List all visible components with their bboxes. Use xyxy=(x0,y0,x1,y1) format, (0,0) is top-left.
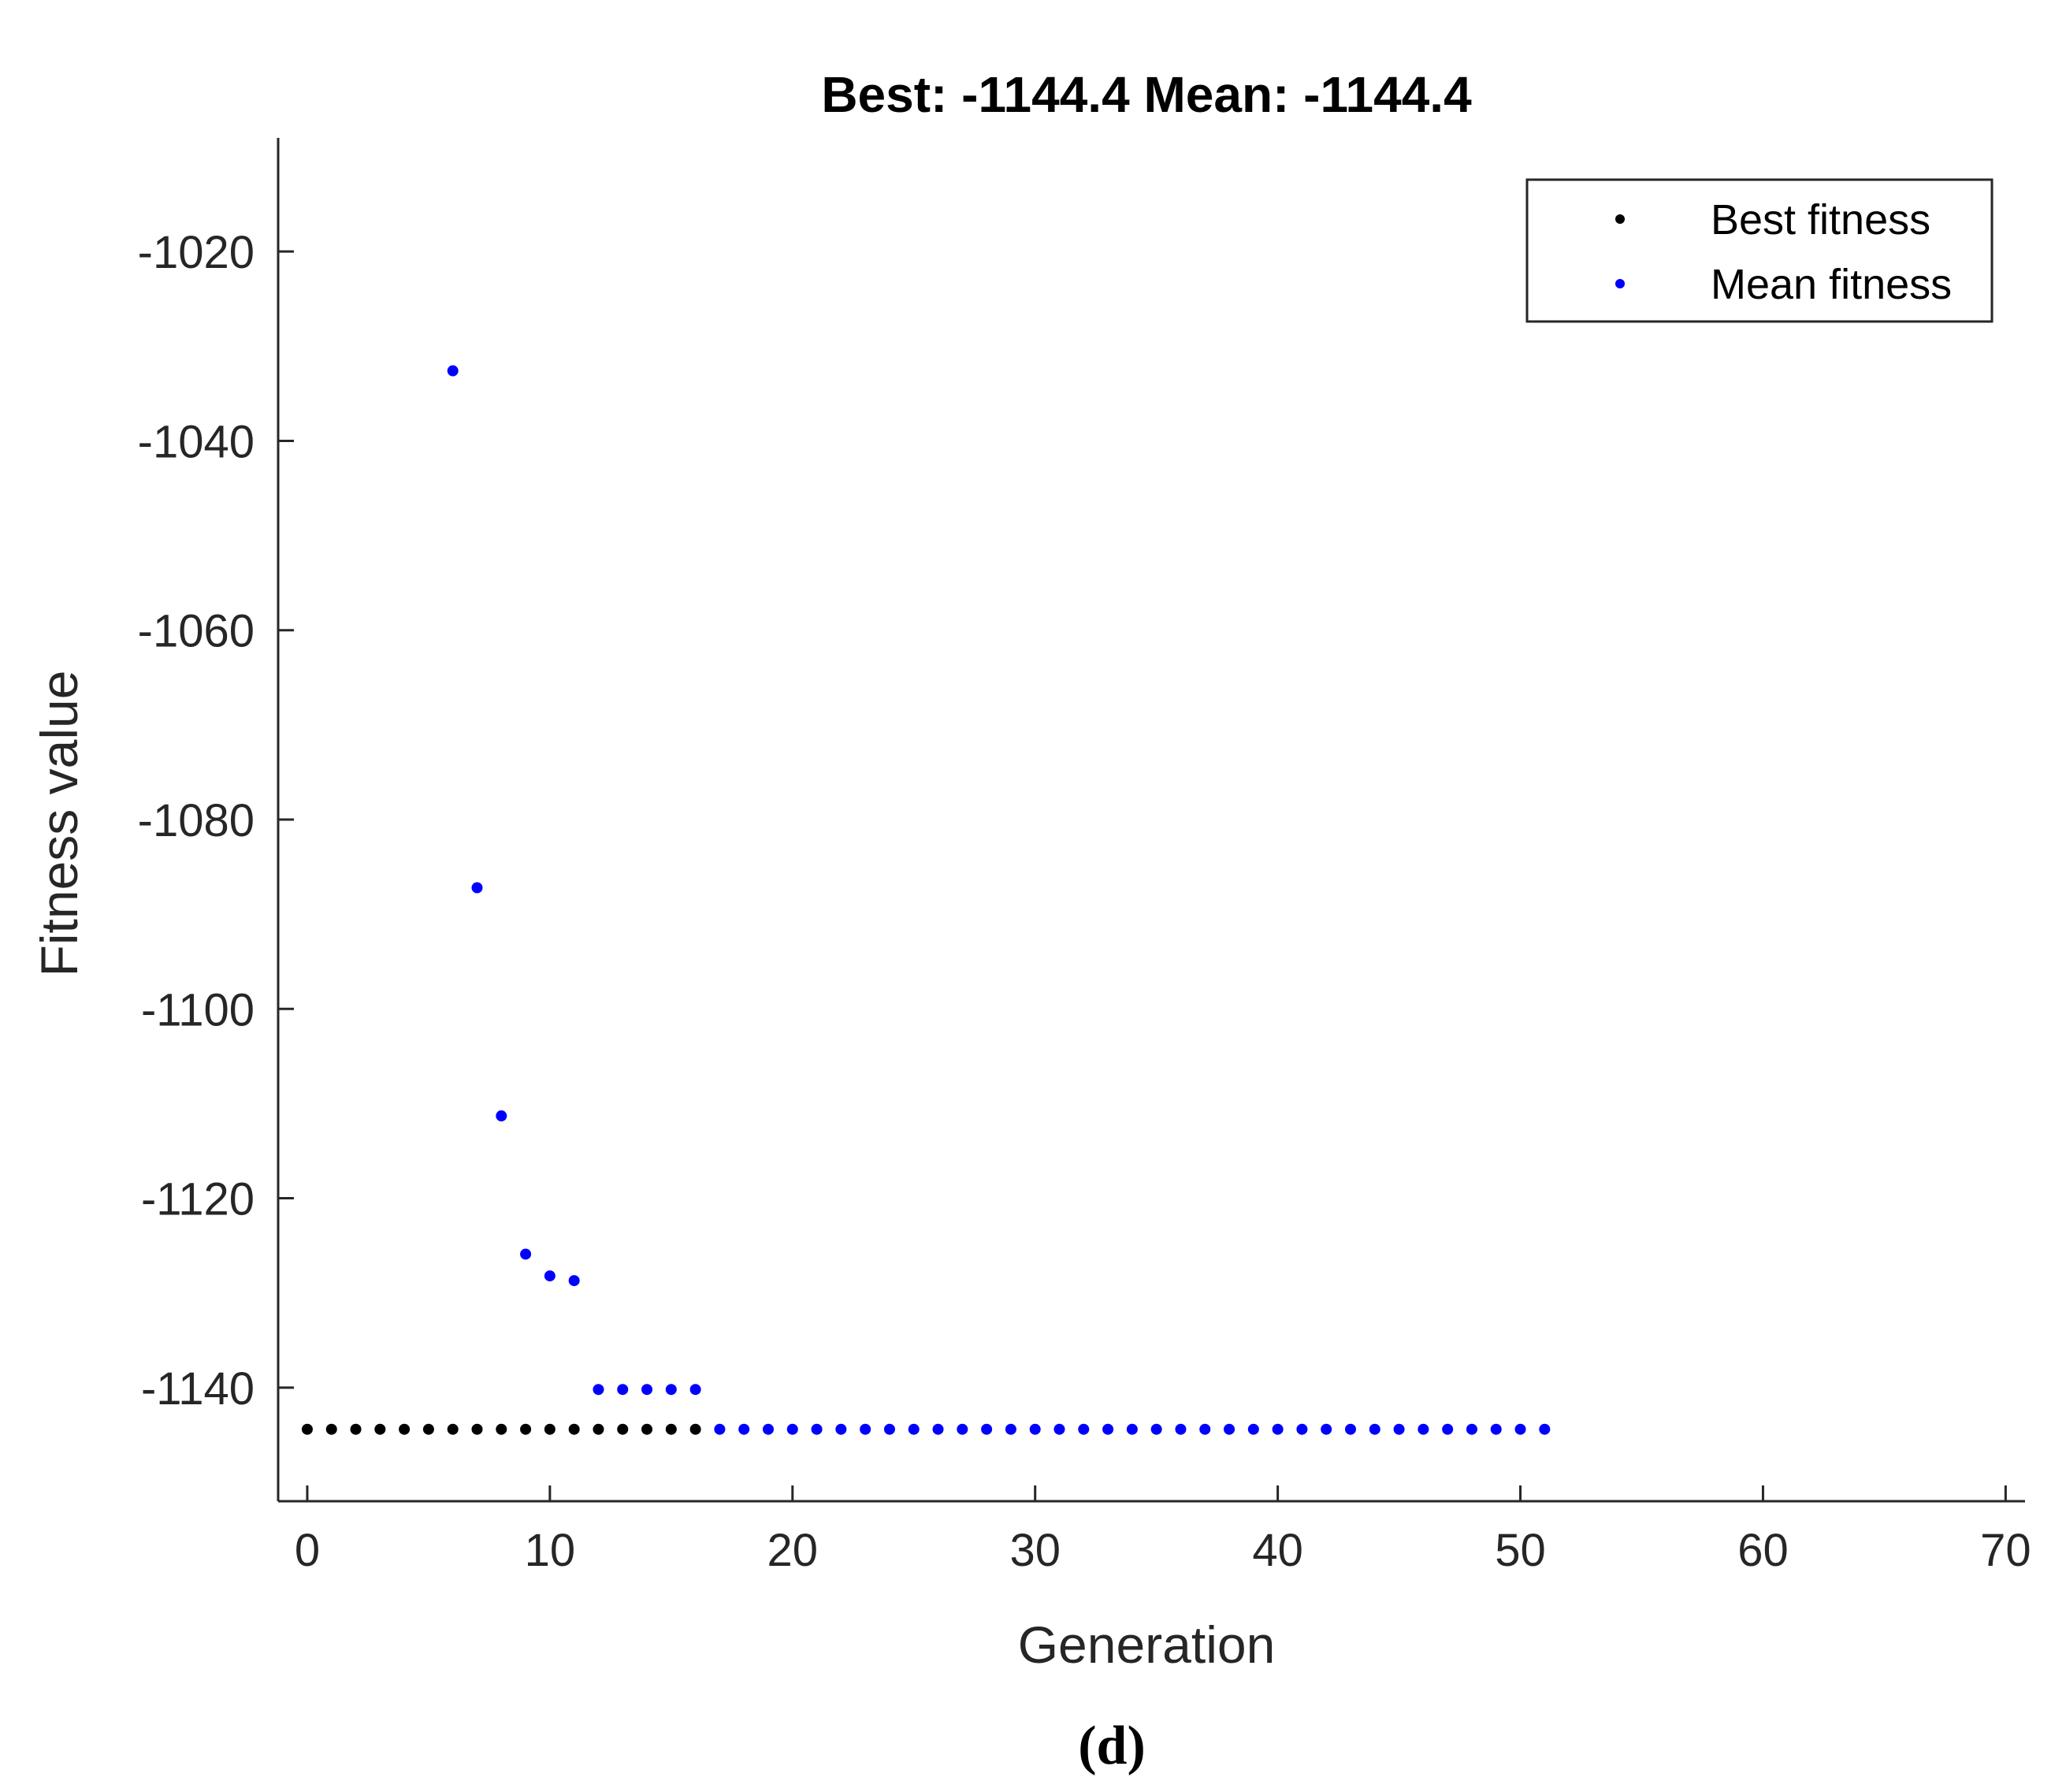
legend-label: Mean fitness xyxy=(1711,261,1952,308)
data-point xyxy=(1442,1423,1454,1435)
data-point xyxy=(665,1423,677,1435)
data-point xyxy=(835,1423,847,1435)
data-point xyxy=(1224,1423,1236,1435)
data-point xyxy=(762,1423,774,1435)
y-tick-label: -1040 xyxy=(138,416,255,467)
data-point xyxy=(496,1423,507,1435)
data-point xyxy=(568,1275,580,1287)
data-point xyxy=(641,1423,653,1435)
data-point xyxy=(520,1423,532,1435)
legend-box xyxy=(1525,178,1994,323)
data-point xyxy=(1029,1423,1041,1435)
y-tick-label: -1020 xyxy=(138,227,255,278)
data-point xyxy=(1078,1423,1090,1435)
data-point xyxy=(544,1423,556,1435)
x-tick-label: 60 xyxy=(1737,1525,1789,1576)
data-point xyxy=(714,1423,726,1435)
series-best-fitness xyxy=(301,1423,701,1435)
data-point xyxy=(520,1248,532,1260)
data-point xyxy=(786,1423,798,1435)
data-point xyxy=(689,1423,701,1435)
data-point xyxy=(1418,1423,1429,1435)
x-tick-label: 20 xyxy=(767,1525,819,1576)
data-point xyxy=(1247,1423,1259,1435)
data-point xyxy=(860,1423,871,1435)
x-tick-label: 0 xyxy=(295,1525,320,1576)
data-point xyxy=(932,1423,944,1435)
x-tick-label: 30 xyxy=(1009,1525,1061,1576)
series-mean-fitness xyxy=(447,365,1551,1435)
x-tick-label: 10 xyxy=(525,1525,576,1576)
data-point xyxy=(399,1423,411,1435)
data-point xyxy=(811,1423,823,1435)
legend-marker xyxy=(1615,279,1625,288)
data-point xyxy=(422,1423,434,1435)
data-point xyxy=(1005,1423,1016,1435)
data-points xyxy=(301,365,1551,1435)
data-point xyxy=(1199,1423,1211,1435)
figure-caption: (d) xyxy=(1078,1716,1146,1776)
data-point xyxy=(617,1423,629,1435)
data-point xyxy=(568,1423,580,1435)
data-point xyxy=(447,365,459,377)
data-point xyxy=(689,1384,701,1396)
data-point xyxy=(908,1423,920,1435)
data-point xyxy=(471,882,483,894)
data-point xyxy=(665,1384,677,1396)
data-point xyxy=(1344,1423,1356,1435)
data-point xyxy=(1466,1423,1477,1435)
y-tick-label: -1080 xyxy=(138,795,255,846)
y-tick-label: -1060 xyxy=(138,606,255,657)
x-tick-label: 70 xyxy=(1980,1525,2031,1576)
data-point xyxy=(496,1110,507,1122)
data-point xyxy=(957,1423,968,1435)
legend-marker xyxy=(1615,214,1625,224)
data-point xyxy=(1514,1423,1526,1435)
data-point xyxy=(1321,1423,1332,1435)
data-point xyxy=(1126,1423,1138,1435)
data-point xyxy=(544,1270,556,1282)
data-point xyxy=(593,1384,604,1396)
data-point xyxy=(1102,1423,1114,1435)
data-point xyxy=(471,1423,483,1435)
x-axis-label: Generation xyxy=(1018,1615,1276,1674)
data-point xyxy=(1272,1423,1284,1435)
x-tick-label: 40 xyxy=(1252,1525,1303,1576)
data-point xyxy=(617,1384,629,1396)
data-point xyxy=(1053,1423,1065,1435)
axes: 0 10 20 30 40 50 60 70 -1020 -1040 -1060 -1080 -1100… xyxy=(138,138,2031,1576)
data-point xyxy=(981,1423,993,1435)
data-point xyxy=(325,1423,337,1435)
y-axis-label: Fitness value xyxy=(30,671,88,977)
x-tick-label: 50 xyxy=(1495,1525,1546,1576)
data-point xyxy=(1150,1423,1162,1435)
data-point xyxy=(447,1423,459,1435)
data-point xyxy=(641,1384,653,1396)
legend: Best fitness Mean fitness xyxy=(1525,178,1994,323)
data-point xyxy=(883,1423,895,1435)
data-point xyxy=(1393,1423,1405,1435)
y-tick-label: -1100 xyxy=(141,984,255,1035)
legend-label: Best fitness xyxy=(1711,196,1930,244)
data-point xyxy=(301,1423,313,1435)
data-point xyxy=(1490,1423,1502,1435)
data-point xyxy=(1296,1423,1308,1435)
data-point xyxy=(593,1423,604,1435)
data-point xyxy=(1539,1423,1551,1435)
data-point xyxy=(738,1423,750,1435)
data-point xyxy=(1175,1423,1187,1435)
data-point xyxy=(374,1423,386,1435)
y-tick-label: -1120 xyxy=(141,1174,255,1225)
data-point xyxy=(1369,1423,1380,1435)
data-point xyxy=(350,1423,362,1435)
y-tick-label: -1140 xyxy=(141,1363,255,1415)
chart-title: Best: -1144.4 Mean: -1144.4 xyxy=(821,66,1472,123)
